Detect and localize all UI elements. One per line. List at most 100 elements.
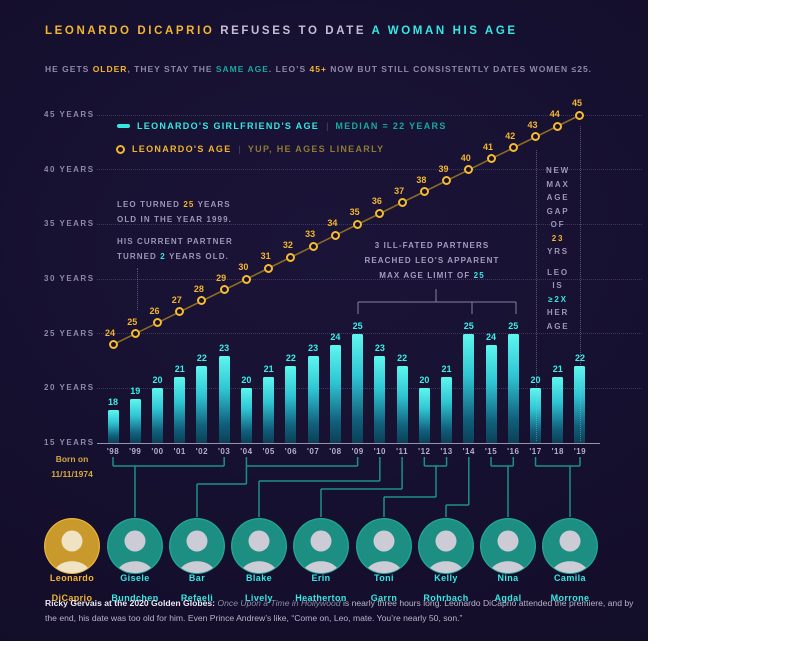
gap-annotation-word: AGE (546, 321, 570, 331)
leo-age-value-label: 40 (460, 152, 471, 163)
leo-age-value-label: 45 (571, 98, 582, 109)
x-axis-label-'12: '12 (418, 447, 431, 456)
girlfriend-age-bar-'04 (240, 388, 252, 443)
leo-age-value-label: 30 (238, 262, 249, 273)
bar-value-label: 24 (330, 331, 341, 342)
leo-point-icon (116, 144, 125, 154)
girlfriend-photo-blake (231, 518, 287, 574)
legend-divider: | (326, 121, 329, 131)
leo-age-value-label: 33 (305, 229, 316, 240)
leo-age-point-'10 (375, 208, 385, 218)
x-axis-label-'03: '03 (218, 447, 231, 456)
leo-age-value-label: 24 (104, 327, 115, 338)
legend-leo-label: LEONARDO'S AGE (132, 144, 232, 154)
girlfriend-age-bar-'13 (441, 377, 453, 443)
x-axis-label-'09: '09 (351, 447, 364, 456)
x-axis-label-'18: '18 (551, 447, 564, 456)
girlfriend-age-bar-'19 (574, 366, 586, 443)
y-axis-label-25: 25 YEARS (44, 328, 95, 338)
leo-age-value-label: 28 (193, 283, 204, 294)
leo-age-value-label: 38 (416, 174, 427, 185)
leo-age-value-label: 25 (127, 316, 138, 327)
title-woman-his-age: A WOMAN HIS AGE (371, 25, 518, 37)
y-axis-label-35: 35 YEARS (44, 219, 95, 229)
gap-annotation-word: AGE (546, 193, 570, 202)
x-axis-label-'17: '17 (529, 447, 542, 456)
subtitle-45plus: 45+ (309, 64, 327, 74)
girlfriend-age-bar-'06 (285, 366, 297, 443)
bar-value-label: 25 (508, 320, 519, 331)
legend-linear-note: YUP, HE AGES LINEARLY (247, 144, 385, 154)
leo-age-value-label: 27 (171, 294, 182, 305)
bar-value-label: 22 (397, 353, 408, 364)
leo-age-point-'14 (464, 165, 474, 175)
leo-age-point-'05 (264, 263, 274, 273)
gap-annotation-word: OF (550, 220, 566, 229)
bar-value-label: 22 (285, 353, 296, 364)
leo-age-value-label: 44 (549, 109, 560, 120)
gap-annotation-word: YRS (547, 247, 569, 256)
girlfriend-photo-camila (542, 518, 598, 574)
annotation-max-age-gap: NEW MAX AGE GAP OF 23 YRS LEO IS ≥2X HER AGE (528, 164, 588, 333)
bar-value-label: 20 (419, 375, 430, 386)
leo-age-value-label: 39 (438, 163, 449, 174)
leo-age-point-'17 (531, 132, 541, 142)
x-axis-label-'08: '08 (329, 447, 342, 456)
leo-age-point-'19 (575, 110, 585, 120)
girlfriend-swatch-icon (117, 124, 130, 128)
annotation-pointer-dotted-line (137, 268, 138, 310)
gridline-25 (97, 333, 642, 335)
girlfriend-photo-toni (356, 518, 412, 574)
gap-marker-right-dotted (580, 126, 581, 441)
x-axis-label-'07: '07 (306, 447, 320, 456)
y-axis-label-15: 15 YEARS (44, 438, 95, 447)
girlfriend-photo-kelly (418, 518, 474, 574)
subtitle-text: , THEY STAY THE (127, 64, 216, 74)
x-axis-label-'02: '02 (195, 447, 209, 456)
leo-age-value-label: 34 (327, 218, 338, 229)
gap-annotation-word: 23 (551, 233, 565, 243)
girlfriend-age-bar-'05 (263, 377, 275, 443)
x-axis-label-'14: '14 (462, 447, 475, 456)
girlfriend-age-bar-'07 (307, 355, 319, 443)
y-axis-label-40: 40 YEARS (44, 164, 95, 174)
girlfriend-age-bar-'17 (530, 388, 542, 443)
bar-value-label: 20 (152, 375, 163, 386)
leo-age-point-'07 (308, 241, 318, 251)
x-axis-label-'15: '15 (484, 447, 498, 456)
leo-age-value-label: 41 (483, 141, 494, 152)
leo-age-value-label: 35 (349, 207, 360, 218)
girlfriend-age-bar-'18 (552, 377, 564, 443)
bar-value-label: 23 (308, 342, 319, 353)
title-refuses: REFUSES TO DATE (214, 25, 372, 37)
annotation-ill-fated: 3 ILL-FATED PARTNERS REACHED LEO'S APPAR… (364, 241, 500, 280)
bar-value-label: 19 (130, 386, 141, 397)
leo-age-point-'09 (353, 219, 363, 229)
girlfriend-photo-gisele (107, 518, 163, 574)
leo-age-value-label: 26 (149, 305, 160, 316)
subtitle-older: OLDER (92, 64, 128, 74)
leo-age-point-'13 (442, 176, 452, 186)
bar-value-label: 20 (530, 375, 541, 386)
bar-value-label: 21 (174, 364, 185, 375)
x-axis-label-'19: '19 (573, 447, 587, 456)
x-axis-label-'99: '99 (129, 447, 142, 456)
leo-age-point-'08 (330, 230, 340, 240)
leo-age-point-'15 (486, 154, 496, 164)
girlfriend-age-bar-'01 (174, 377, 186, 443)
leo-age-point-'01 (175, 307, 185, 317)
subtitle-text: . LEO’S (268, 64, 310, 74)
gap-annotation-word: LEO (547, 267, 569, 277)
bar-value-label: 18 (107, 397, 118, 408)
girlfriend-age-bar-'08 (329, 344, 341, 443)
leo-age-value-label: 37 (394, 185, 405, 196)
girlfriend-name-kelly: Kelly Rohrbach (423, 573, 469, 603)
girlfriend-age-bar-'02 (196, 366, 208, 443)
leo-age-point-'18 (553, 121, 563, 131)
girlfriend-age-bar-'12 (418, 388, 430, 443)
bar-value-label: 22 (196, 353, 207, 364)
title-leonardo: LEONARDO DICAPRIO (45, 25, 215, 37)
girlfriend-name-toni: Toni Garrn (370, 573, 398, 603)
legend-girlfriend-label: LEONARDO'S GIRLFRIEND'S AGE (137, 121, 320, 131)
bar-value-label: 25 (352, 320, 363, 331)
